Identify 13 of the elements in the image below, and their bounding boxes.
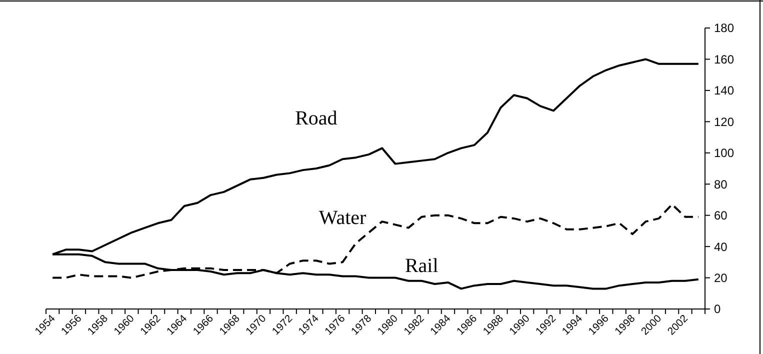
series-label: Water: [318, 207, 367, 230]
y-tick-label: 0: [714, 302, 721, 316]
y-tick-label: 140: [714, 84, 734, 98]
y-tick-label: 180: [714, 21, 734, 36]
y-tick-label: 120: [714, 114, 734, 129]
series-label: Rail: [404, 254, 439, 277]
y-tick-label: 20: [714, 270, 728, 285]
series-label: Road: [295, 108, 338, 130]
y-tick-label: 160: [714, 52, 734, 66]
y-tick-label: 100: [714, 146, 734, 160]
y-tick-label: 60: [714, 208, 728, 223]
y-tick-label: 40: [714, 240, 728, 254]
y-tick-label: 80: [714, 177, 728, 192]
